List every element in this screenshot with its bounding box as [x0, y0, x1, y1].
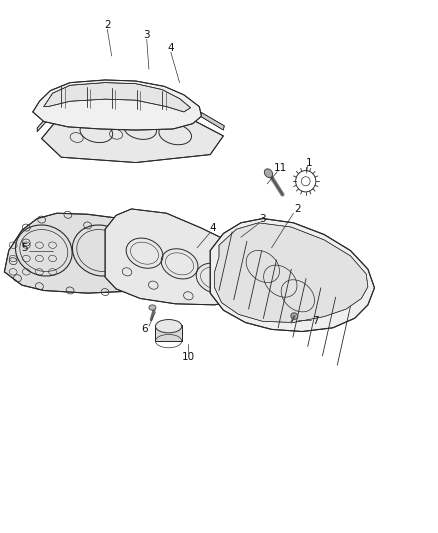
Text: 3: 3 — [143, 30, 150, 40]
Text: 3: 3 — [259, 214, 266, 223]
Text: 2: 2 — [104, 20, 111, 30]
Text: 4: 4 — [167, 43, 174, 53]
Text: 7: 7 — [312, 316, 319, 326]
Text: 6: 6 — [141, 325, 148, 334]
Text: 4: 4 — [209, 223, 216, 233]
Polygon shape — [42, 112, 223, 163]
Ellipse shape — [265, 169, 272, 177]
Polygon shape — [37, 100, 224, 132]
Polygon shape — [33, 80, 201, 130]
Polygon shape — [155, 325, 182, 341]
Ellipse shape — [149, 305, 156, 310]
Polygon shape — [210, 219, 374, 332]
Polygon shape — [44, 83, 191, 112]
Ellipse shape — [291, 313, 298, 319]
Text: 1: 1 — [305, 158, 312, 167]
Polygon shape — [215, 223, 368, 322]
Text: 10: 10 — [182, 352, 195, 362]
Ellipse shape — [155, 320, 182, 333]
Polygon shape — [105, 209, 267, 305]
Text: 11: 11 — [274, 163, 287, 173]
Text: 2: 2 — [294, 204, 301, 214]
Polygon shape — [4, 213, 206, 293]
Text: 5: 5 — [21, 243, 28, 253]
